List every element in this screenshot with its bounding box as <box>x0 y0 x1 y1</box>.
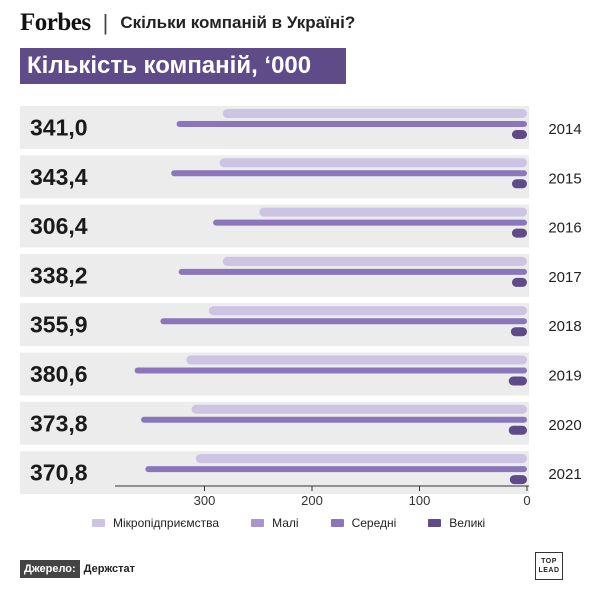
legend-swatch <box>330 519 344 527</box>
year-label: 2018 <box>548 318 581 335</box>
bar-0 <box>222 109 527 118</box>
bar-3 <box>511 179 527 189</box>
legend-swatch <box>251 519 265 527</box>
bar-3 <box>509 475 527 485</box>
chart-title-text: Кількість компаній, ‘000 <box>27 52 312 79</box>
bar-3 <box>511 130 527 139</box>
year-label: 2021 <box>548 466 581 483</box>
bar-2 <box>176 121 528 127</box>
bar-3 <box>511 228 527 238</box>
year-label: 2015 <box>548 170 581 187</box>
header-separator: | <box>102 10 109 35</box>
row-total-label: 343,4 <box>30 164 88 190</box>
bar-0 <box>222 256 527 266</box>
x-tick-label: 100 <box>409 493 431 508</box>
legend-label: Великі <box>449 516 486 530</box>
row-total-label: 380,6 <box>30 361 88 387</box>
bar-3 <box>508 376 527 386</box>
bar-2 <box>134 367 527 374</box>
x-tick-label: 200 <box>301 493 323 508</box>
bar-0 <box>191 404 527 414</box>
bar-2 <box>171 170 528 177</box>
page-title: Скільки компаній в Україні? <box>120 13 356 32</box>
bar-0 <box>186 355 527 365</box>
bar-2 <box>178 268 527 275</box>
year-label: 2017 <box>548 269 581 286</box>
legend-label: Середні <box>351 516 397 530</box>
source-value: Держстат <box>83 563 135 575</box>
year-label: 2016 <box>548 220 581 237</box>
bar-3 <box>510 327 527 337</box>
bar-0 <box>259 207 527 217</box>
row-total-label: 306,4 <box>30 213 88 239</box>
legend-item: Середні <box>330 516 397 530</box>
bar-2 <box>213 219 527 226</box>
year-label: 2019 <box>548 368 581 385</box>
legend-swatch <box>92 519 105 527</box>
bar-3 <box>511 277 527 287</box>
toplead-logo: TOP LEAD <box>535 552 563 580</box>
legend: Мікропідприємства Малі Середні Великі <box>92 516 517 530</box>
legend-item: Малі <box>251 516 299 530</box>
x-tick-label: 0 <box>523 493 530 508</box>
logo-line-bottom: LEAD <box>538 567 560 574</box>
row-total-label: 355,9 <box>30 312 88 338</box>
forbes-logo: Forbes <box>20 9 91 36</box>
bar-0 <box>195 454 527 464</box>
legend-label: Мікропідприємства <box>113 516 220 530</box>
row-total-label: 370,8 <box>30 460 88 486</box>
chart-title: Кількість компаній, ‘000 <box>20 48 346 84</box>
year-label: 2014 <box>548 121 581 138</box>
header: Forbes | Скільки компаній в Україні? <box>20 6 355 40</box>
legend-swatch <box>428 519 442 527</box>
x-tick-label: 300 <box>194 493 216 508</box>
logo-line-top: TOP <box>541 558 557 565</box>
bar-2 <box>145 466 527 473</box>
legend-item: Великі <box>428 516 485 530</box>
year-label: 2020 <box>548 417 581 434</box>
legend-label: Малі <box>272 516 299 530</box>
row-total-label: 373,8 <box>30 410 88 436</box>
bar-2 <box>141 416 527 423</box>
row-total-label: 341,0 <box>30 115 88 141</box>
bar-2 <box>160 318 528 325</box>
bar-0 <box>219 158 528 168</box>
source-note: Джерело: Держстат <box>20 560 135 578</box>
bar-3 <box>508 425 527 435</box>
legend-item: Мікропідприємства <box>92 516 219 530</box>
source-label: Джерело: <box>20 560 80 578</box>
row-total-label: 338,2 <box>30 262 88 288</box>
bar-0 <box>208 306 528 316</box>
